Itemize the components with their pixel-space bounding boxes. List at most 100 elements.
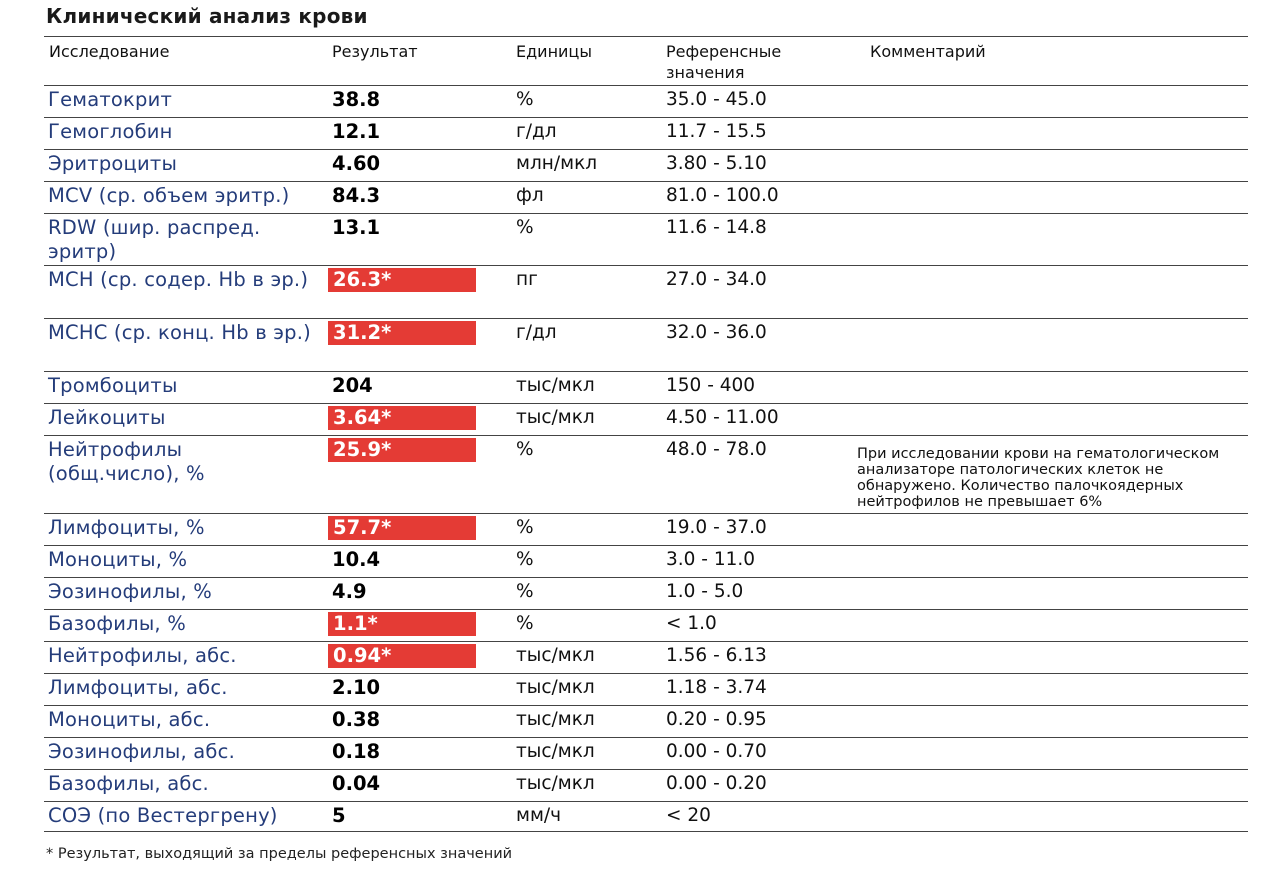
flagged-result: 31.2* [328,321,476,345]
flagged-result: 0.94* [328,644,476,668]
test-name: Нейтрофилы, абс. [48,644,237,667]
table-row: СОЭ (по Вестергрену) 5 мм/ч < 20 [44,804,1248,832]
table-row: Лейкоциты 3.64* тыс/мкл 4.50 - 11.00 [44,406,1248,436]
row-divider [44,181,1248,182]
reference-range: 35.0 - 45.0 [666,89,767,110]
result-value: 5 [332,804,346,827]
row-divider [44,149,1248,150]
flagged-result: 57.7* [328,516,476,540]
result-value: 2.10 [332,676,381,699]
row-divider [44,801,1248,802]
units: мм/ч [516,805,562,826]
reference-range: 19.0 - 37.0 [666,517,767,538]
reference-range: 1.56 - 6.13 [666,645,767,666]
result-value: 4.9 [332,580,367,603]
reference-range: 150 - 400 [666,375,756,396]
test-name: Нейтрофилы (общ.число), % [48,438,205,485]
table-row: Лимфоциты, абс. 2.10 тыс/мкл 1.18 - 3.74 [44,676,1248,706]
row-divider [44,673,1248,674]
units: фл [516,185,544,206]
column-header-test: Исследование [49,42,170,61]
units: пг [516,269,538,290]
header-bottom-rule [44,85,1248,86]
units: тыс/мкл [516,741,595,762]
test-name: Гематокрит [48,88,173,111]
row-divider [44,609,1248,610]
row-divider [44,831,1248,832]
result-value: 13.1 [332,216,381,239]
units: % [516,613,534,634]
test-name: Гемоглобин [48,120,173,143]
units: % [516,581,534,602]
row-divider [44,265,1248,266]
result-value: 4.60 [332,152,381,175]
header-top-rule [44,36,1248,37]
flagged-result: 1.1* [328,612,476,636]
units: % [516,439,534,460]
result-value: 10.4 [332,548,381,571]
units: тыс/мкл [516,407,595,428]
table-row: Эритроциты 4.60 млн/мкл 3.80 - 5.10 [44,152,1248,182]
table-row: Базофилы, % 1.1*% < 1.0 [44,612,1248,642]
flagged-result: 25.9* [328,438,476,462]
result-value: 0.04 [332,772,381,795]
row-divider [44,705,1248,706]
reference-range: 1.0 - 5.0 [666,581,744,602]
test-name: Моноциты, абс. [48,708,211,731]
units: % [516,517,534,538]
row-divider [44,513,1248,514]
table-row: Гематокрит 38.8% 35.0 - 45.0 [44,88,1248,118]
test-name: СОЭ (по Вестергрену) [48,804,278,827]
column-header-units: Единицы [516,42,592,61]
reference-range: 0.20 - 0.95 [666,709,767,730]
row-divider [44,769,1248,770]
reference-range: 1.18 - 3.74 [666,677,767,698]
result-value: 12.1 [332,120,381,143]
test-name: MCHC (ср. конц. Hb в эр.) [48,321,311,344]
units: тыс/мкл [516,677,595,698]
test-name: Эритроциты [48,152,178,175]
reference-range: 3.80 - 5.10 [666,153,767,174]
test-name: Базофилы, % [48,612,186,635]
row-divider [44,318,1248,319]
result-value: 84.3 [332,184,381,207]
table-row: Тромбоциты 204 тыс/мкл 150 - 400 [44,374,1248,404]
row-divider [44,641,1248,642]
row-divider [44,117,1248,118]
table-row: MCV (ср. объем эритр.) 84.3 фл 81.0 - 100.0 [44,184,1248,214]
units: тыс/мкл [516,709,595,730]
units: г/дл [516,121,557,142]
table-row: MCH (ср. содер. Hb в эр.) 26.3* пг 27.0 - 3… [44,268,1248,319]
table-row: RDW (шир. распред. эритр) 13.1% 11.6 - 14.… [44,216,1248,266]
result-value: 204 [332,374,373,397]
test-name: Лимфоциты, абс. [48,676,228,699]
reference-range: 81.0 - 100.0 [666,185,779,206]
test-name: Лимфоциты, % [48,516,205,539]
units: % [516,89,534,110]
comment-text: При исследовании крови на гематологическ… [857,446,1220,510]
column-header-result: Результат [332,42,418,61]
test-name: Лейкоциты [48,406,166,429]
reference-range: 0.00 - 0.70 [666,741,767,762]
table-row: Эозинофилы, % 4.9% 1.0 - 5.0 [44,580,1248,610]
units: % [516,549,534,570]
units: г/дл [516,322,557,343]
test-name: Тромбоциты [48,374,178,397]
table-row: Моноциты, % 10.4% 3.0 - 11.0 [44,548,1248,578]
test-name: RDW (шир. распред. эритр) [48,216,261,263]
reference-range: < 1.0 [666,613,717,634]
flagged-result: 3.64* [328,406,476,430]
table-row: Лимфоциты, % 57.7*% 19.0 - 37.0 [44,516,1248,546]
row-divider [44,213,1248,214]
reference-range: 27.0 - 34.0 [666,269,767,290]
test-name: Эозинофилы, % [48,580,212,603]
row-divider [44,371,1248,372]
reference-range: 11.7 - 15.5 [666,121,767,142]
result-value: 38.8 [332,88,381,111]
reference-range: 4.50 - 11.00 [666,407,779,428]
reference-range: 3.0 - 11.0 [666,549,756,570]
units: тыс/мкл [516,773,595,794]
units: тыс/мкл [516,375,595,396]
reference-range: 11.6 - 14.8 [666,217,767,238]
